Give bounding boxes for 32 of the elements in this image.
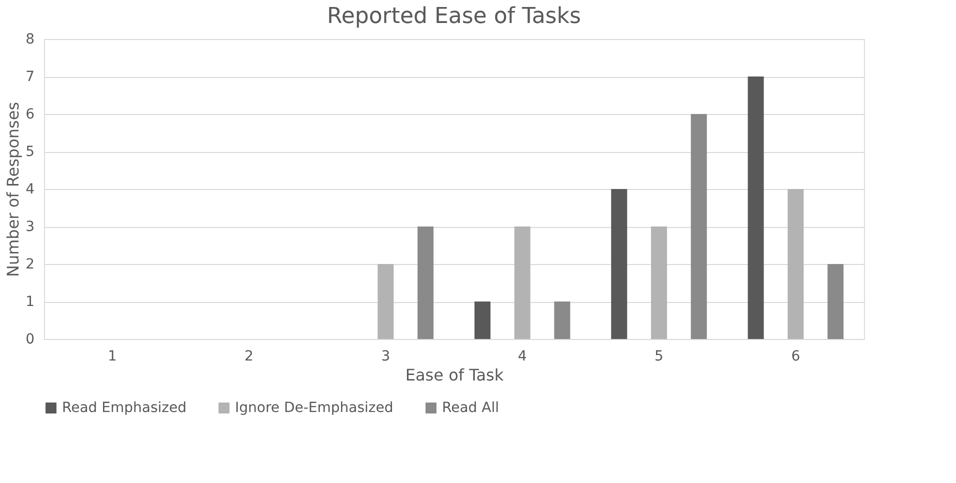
x-axis-title: Ease of Task — [405, 366, 504, 384]
y-tick-label: 0 — [26, 332, 34, 348]
bar — [418, 226, 434, 339]
x-tick-label: 2 — [244, 348, 254, 364]
bar — [690, 114, 707, 339]
legend-label: Read All — [442, 400, 499, 416]
x-tick-label: 1 — [108, 348, 117, 364]
legend-label: Ignore De-Emphasized — [235, 400, 394, 416]
y-tick-label: 8 — [26, 32, 34, 48]
legend-label: Read Emphasized — [62, 400, 186, 416]
bar — [651, 226, 667, 339]
y-tick-label: 5 — [26, 144, 34, 160]
y-tick-label: 1 — [26, 294, 34, 310]
bar — [514, 226, 530, 339]
y-tick-label: 2 — [26, 256, 34, 272]
bar — [748, 76, 764, 339]
x-tick-label: 4 — [518, 348, 527, 364]
y-tick-label: 6 — [26, 106, 35, 122]
x-tick-label: 5 — [654, 348, 664, 364]
y-tick-label: 3 — [26, 219, 34, 235]
bar — [554, 302, 570, 339]
bar — [474, 302, 490, 339]
x-tick-label: 3 — [381, 348, 390, 364]
y-tick-label: 4 — [26, 182, 35, 198]
x-tick-label: 6 — [791, 348, 800, 364]
y-tick-label: 7 — [26, 69, 34, 85]
y-axis-title: Number of Responses — [4, 102, 23, 278]
chart-title: Reported Ease of Tasks — [327, 4, 581, 29]
bar — [378, 264, 394, 339]
bar — [828, 264, 844, 339]
bar — [788, 189, 804, 339]
bar — [611, 189, 628, 339]
